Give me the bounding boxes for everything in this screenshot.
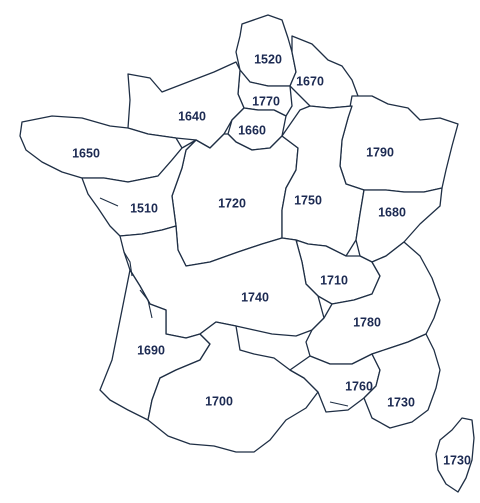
label-normandie: 1640 xyxy=(178,109,206,123)
label-auvergne: 1710 xyxy=(320,273,348,287)
label-corse: 1730 xyxy=(443,453,471,467)
region-champagne-ardenne[interactable] xyxy=(289,35,359,109)
label-bourgogne: 1750 xyxy=(294,193,322,207)
label-midi-pyrenees: 1700 xyxy=(205,394,233,408)
label-aquitaine: 1690 xyxy=(137,343,165,357)
label-lorraine: 1790 xyxy=(366,145,394,159)
region-pays-de-la-loire[interactable] xyxy=(81,139,197,237)
etang-de-thau-line xyxy=(329,401,349,407)
label-paca: 1730 xyxy=(387,395,415,409)
region-paca[interactable] xyxy=(363,333,441,429)
loire-estuary-line xyxy=(99,197,119,207)
label-centre: 1720 xyxy=(218,196,246,210)
label-picardie: 1770 xyxy=(252,94,280,108)
region-corse[interactable] xyxy=(435,417,475,493)
label-pays-de-la-loire: 1510 xyxy=(130,201,158,215)
label-franche-comte: 1680 xyxy=(378,205,406,219)
label-languedoc: 1760 xyxy=(345,379,373,393)
label-bretagne: 1650 xyxy=(72,146,100,160)
label-nord-pas-de-calais: 1520 xyxy=(254,52,282,66)
region-midi-pyrenees[interactable] xyxy=(147,321,319,453)
region-lorraine[interactable] xyxy=(339,95,459,193)
region-franche-comte[interactable] xyxy=(355,187,443,263)
label-rhone-alpes: 1780 xyxy=(353,315,381,329)
label-champagne-ardenne: 1670 xyxy=(296,74,324,88)
gironde-estuary-line xyxy=(123,251,153,319)
label-limousin-poitou: 1740 xyxy=(241,290,269,304)
label-ile-de-france: 1660 xyxy=(238,123,266,137)
